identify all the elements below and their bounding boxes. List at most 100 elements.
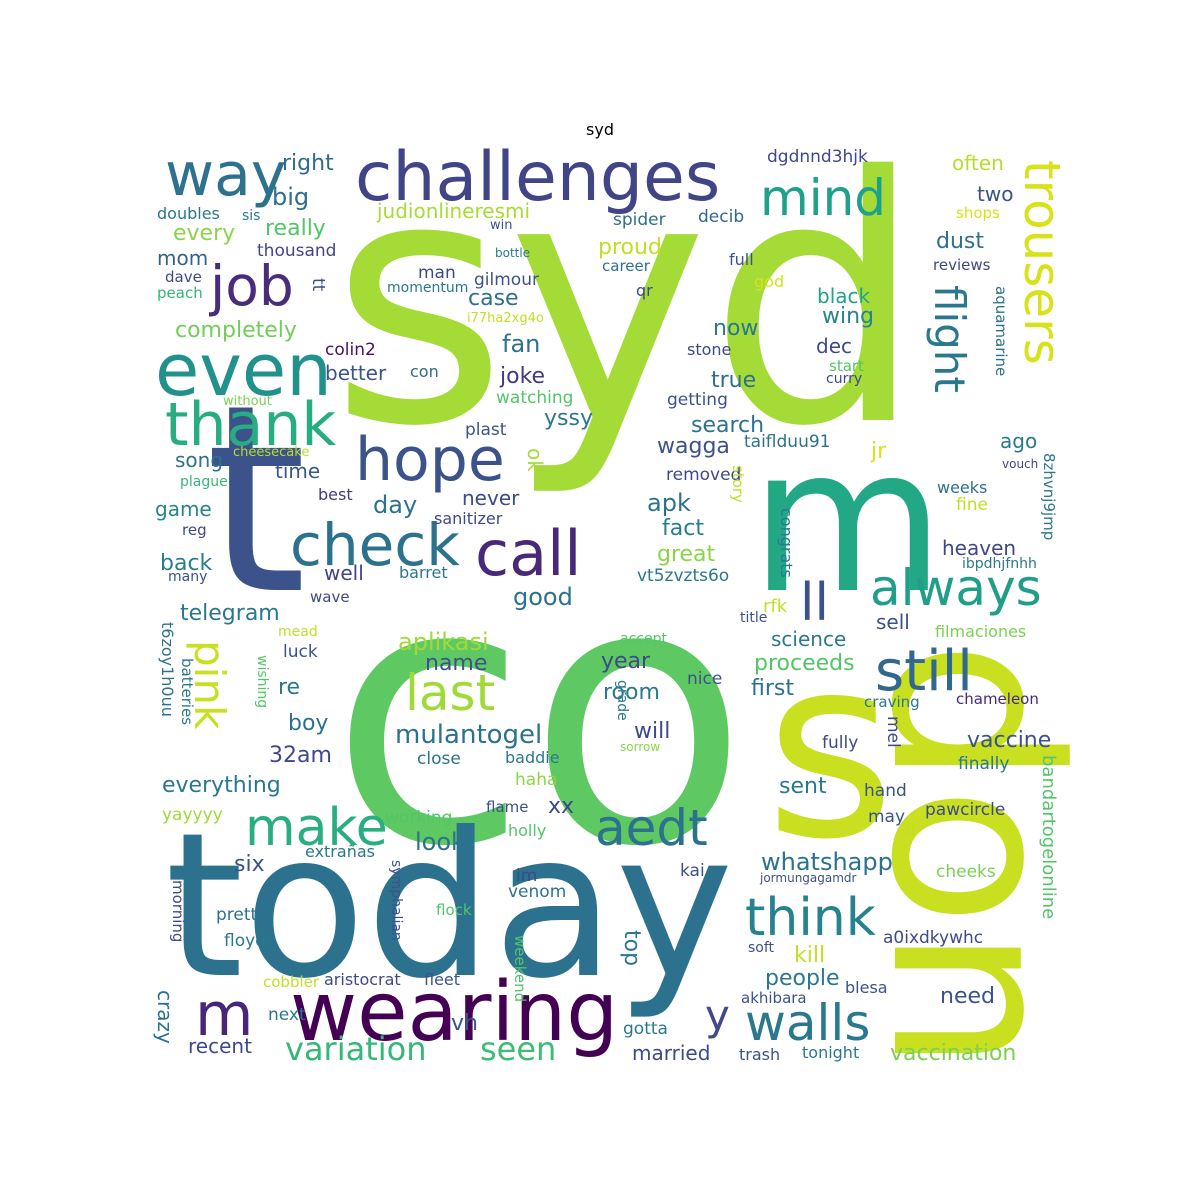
word-nice: nice [687,669,722,689]
word-back: back [160,551,213,576]
word-without: without [223,394,272,409]
word-recent: recent [188,1034,252,1058]
word-plast: plast [465,420,507,440]
word-always: always [870,559,1042,617]
word-co: co [330,506,748,925]
word-thank: thank [165,390,336,460]
word-mom: mom [157,246,208,270]
word-cheesecake: cheesecake [233,445,309,460]
word-flame: flame [486,798,528,816]
word-make: make [245,798,388,858]
word-vaccination: vaccination [890,1041,1016,1066]
word-t6zoy1h0uu: t6zoy1h0uu [158,622,177,717]
word-need: need [940,984,995,1009]
word-fan: fan [502,330,540,358]
word-weeks: weeks [937,478,987,497]
figure-title: syd [586,120,614,139]
word-symphalian: symphalian [388,860,404,941]
word-syd: syd [330,105,924,501]
word-gotta: gotta [623,1019,668,1039]
word-jormungagamdr: jormungagamdr [759,871,857,885]
word-case: case [468,286,519,311]
word-finally: finally [958,754,1009,774]
word-re: re [278,675,300,700]
word-qr: qr [636,281,653,300]
word-hope: hope [355,425,505,495]
word-reviews: reviews [933,256,991,274]
word-variation: variation [285,1030,427,1068]
word-room: room [603,680,660,705]
word-flock: flock [436,901,472,919]
word-m: m [195,980,253,1050]
word-akhibara: akhibara [741,989,807,1007]
word-shops: shops [956,204,1000,222]
word-will: will [634,719,670,744]
word-first: first [751,676,794,701]
word-mind: mind [760,169,886,227]
word-full: full [729,250,754,269]
word-god: god [754,272,784,291]
word-better: better [325,361,387,385]
word-ok: ok [523,448,547,472]
word-accept: accept [620,631,667,647]
word-dust: dust [936,229,984,254]
word-grade: grade [614,680,630,721]
word-plague: plague [180,474,228,490]
word-thousand: thousand [257,241,336,261]
word-fleet: fleet [424,970,460,989]
word-last: last [405,664,495,722]
word-heaven: heaven [942,536,1016,560]
word-jr: jr [870,439,887,464]
word-con: con [410,362,439,381]
word-rfk: rfk [763,596,788,617]
word-working: working [385,808,452,828]
word-job: job [209,254,294,318]
word-year: year [601,649,651,674]
word-right: right [282,151,334,176]
word-vaccine: vaccine [967,728,1051,753]
word-tt: tt [308,278,328,292]
word-good: good [513,583,573,611]
word-stone: stone [687,340,731,359]
word-name: name [425,651,487,676]
word-peach: peach [157,284,203,302]
word-bandartogelonline: bandartogelonline [1038,755,1059,919]
word-chameleon: chameleon [956,690,1039,708]
word-reg: reg [182,521,207,539]
word-decib: decib [698,207,744,227]
word-pretty: pretty [216,905,267,925]
word-t: t [205,350,307,652]
word-wagga: wagga [657,434,730,459]
word-sell: sell [876,610,910,634]
word-mead: mead [278,624,318,640]
word-luck: luck [283,642,318,662]
word-today: today [165,790,734,1023]
word-time: time [275,459,320,483]
word-yssy: yssy [544,406,593,431]
word-tonight: tonight [802,1043,859,1062]
word-whatshapp: whatshapp [761,848,893,876]
word-two: two [977,182,1013,206]
word-way: way [165,140,286,210]
word-joke: joke [499,364,545,389]
word-proceeds: proceeds [754,651,855,676]
word-fact: fact [662,516,704,541]
word-y: y [705,991,730,1040]
word-fully: fully [822,733,858,753]
word-wearing: wearing [290,965,618,1060]
word-momentum: momentum [387,280,468,296]
word-weekend: weekend [511,935,529,1002]
word-aristocrat: aristocrat [324,970,401,989]
word-aedt: aedt [595,799,708,857]
word-close: close [417,749,461,769]
word-man: man [418,263,456,283]
word-morning: morning [169,880,187,942]
word-yayyyy: yayyyy [162,805,223,825]
word-completely: completely [175,318,297,343]
word-flight: flight [925,285,974,393]
word-career: career [602,257,651,275]
word-venom: venom [508,882,566,902]
word-holly: holly [508,821,546,840]
word-seen: seen [480,1030,556,1068]
